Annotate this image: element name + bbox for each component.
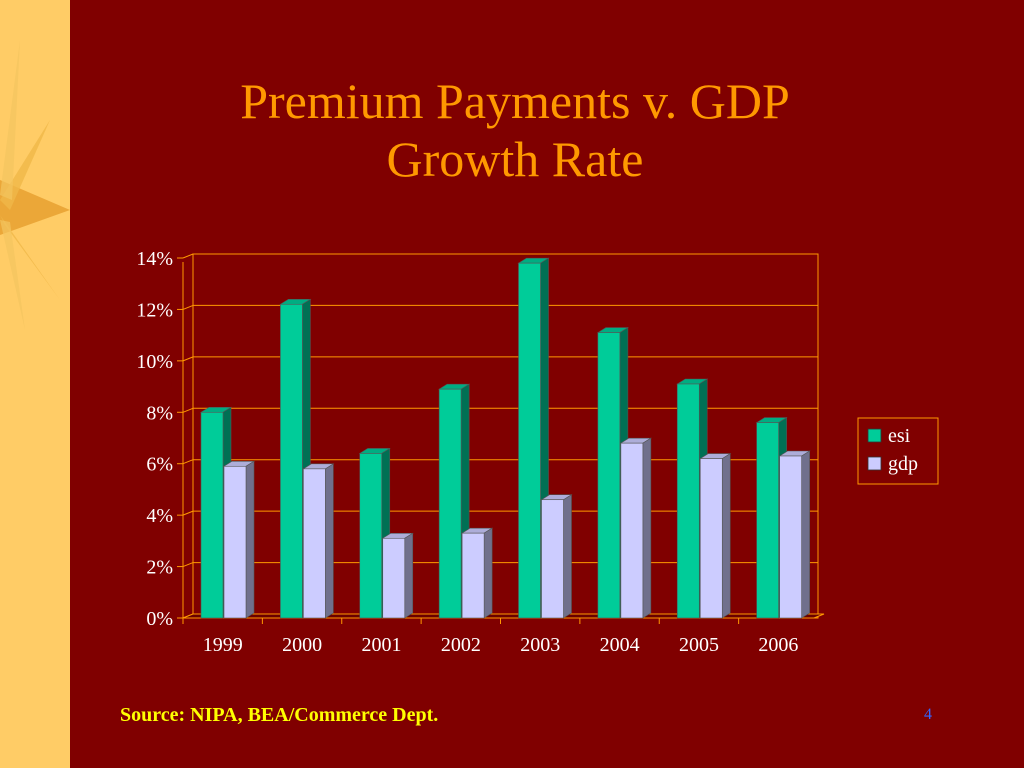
bar-esi-2000 [280,303,303,619]
x-tick-label: 2001 [361,634,401,656]
gridline-depth [182,304,194,310]
x-tick-label: 2004 [600,634,640,656]
y-tick-label: 2% [146,557,173,579]
title-line-1: Premium Payments v. GDP [240,73,790,129]
x-tick-label: 2003 [520,634,560,656]
decorative-side-band [0,0,70,768]
bar-gdp-2001-side [404,532,414,619]
starburst-icon [0,40,70,330]
title-line-2: Growth Rate [386,131,644,187]
legend-swatch-esi [867,428,882,443]
bar-gdp-2005 [699,458,723,619]
gridline-depth [182,459,194,465]
gridline-depth [182,356,194,362]
bar-gdp-2004 [620,442,644,619]
y-tick-label: 8% [146,402,173,424]
x-tick-label: 2006 [758,634,798,656]
bar-esi-1999 [200,411,224,619]
x-tick-label: 2005 [679,634,719,656]
source-note: Source: NIPA, BEA/Commerce Dept. [120,704,439,726]
gridline-depth [182,562,194,568]
bar-esi-2006 [756,422,779,619]
y-tick-label: 14% [136,248,173,270]
slide-title: Premium Payments v. GDP Growth Rate [100,72,930,188]
gridline-depth [182,253,194,259]
gridline-depth [182,510,194,516]
bar-gdp-2003 [541,499,564,619]
y-tick-label: 4% [146,505,173,527]
bar-gdp-2001 [382,537,406,619]
bar-gdp-1999 [223,465,247,619]
bar-gdp-2000 [303,468,326,619]
bar-esi-2005 [676,383,700,619]
y-tick-label: 6% [146,454,173,476]
gridline-depth [182,407,194,413]
bar-gdp-1999-side [245,460,255,619]
bar-gdp-2003-side [563,494,572,619]
x-tick-label: 2000 [282,634,322,656]
x-tick-label: 1999 [203,634,243,656]
bar-gdp-2002-side [483,527,493,619]
y-tick-label: 12% [136,299,173,321]
page-number: 4 [924,706,932,723]
legend-label-esi: esi [888,425,911,447]
x-tick-label: 2002 [441,634,481,656]
bar-esi-2003 [518,262,541,619]
bar-gdp-2006 [779,455,802,619]
legend-swatch-gdp [867,456,882,471]
bar-esi-2001 [359,453,383,619]
bar-esi-2004 [597,332,621,619]
bar-gdp-2000-side [325,463,334,619]
bar-gdp-2006-side [801,450,810,619]
bar-gdp-2005-side [721,453,731,619]
y-tick-label: 0% [146,608,173,630]
bar-esi-2002 [438,388,462,619]
legend-label-gdp: gdp [888,453,918,475]
y-tick-label: 10% [136,351,173,373]
bar-gdp-2002 [461,532,485,619]
bar-gdp-2004-side [642,437,652,619]
